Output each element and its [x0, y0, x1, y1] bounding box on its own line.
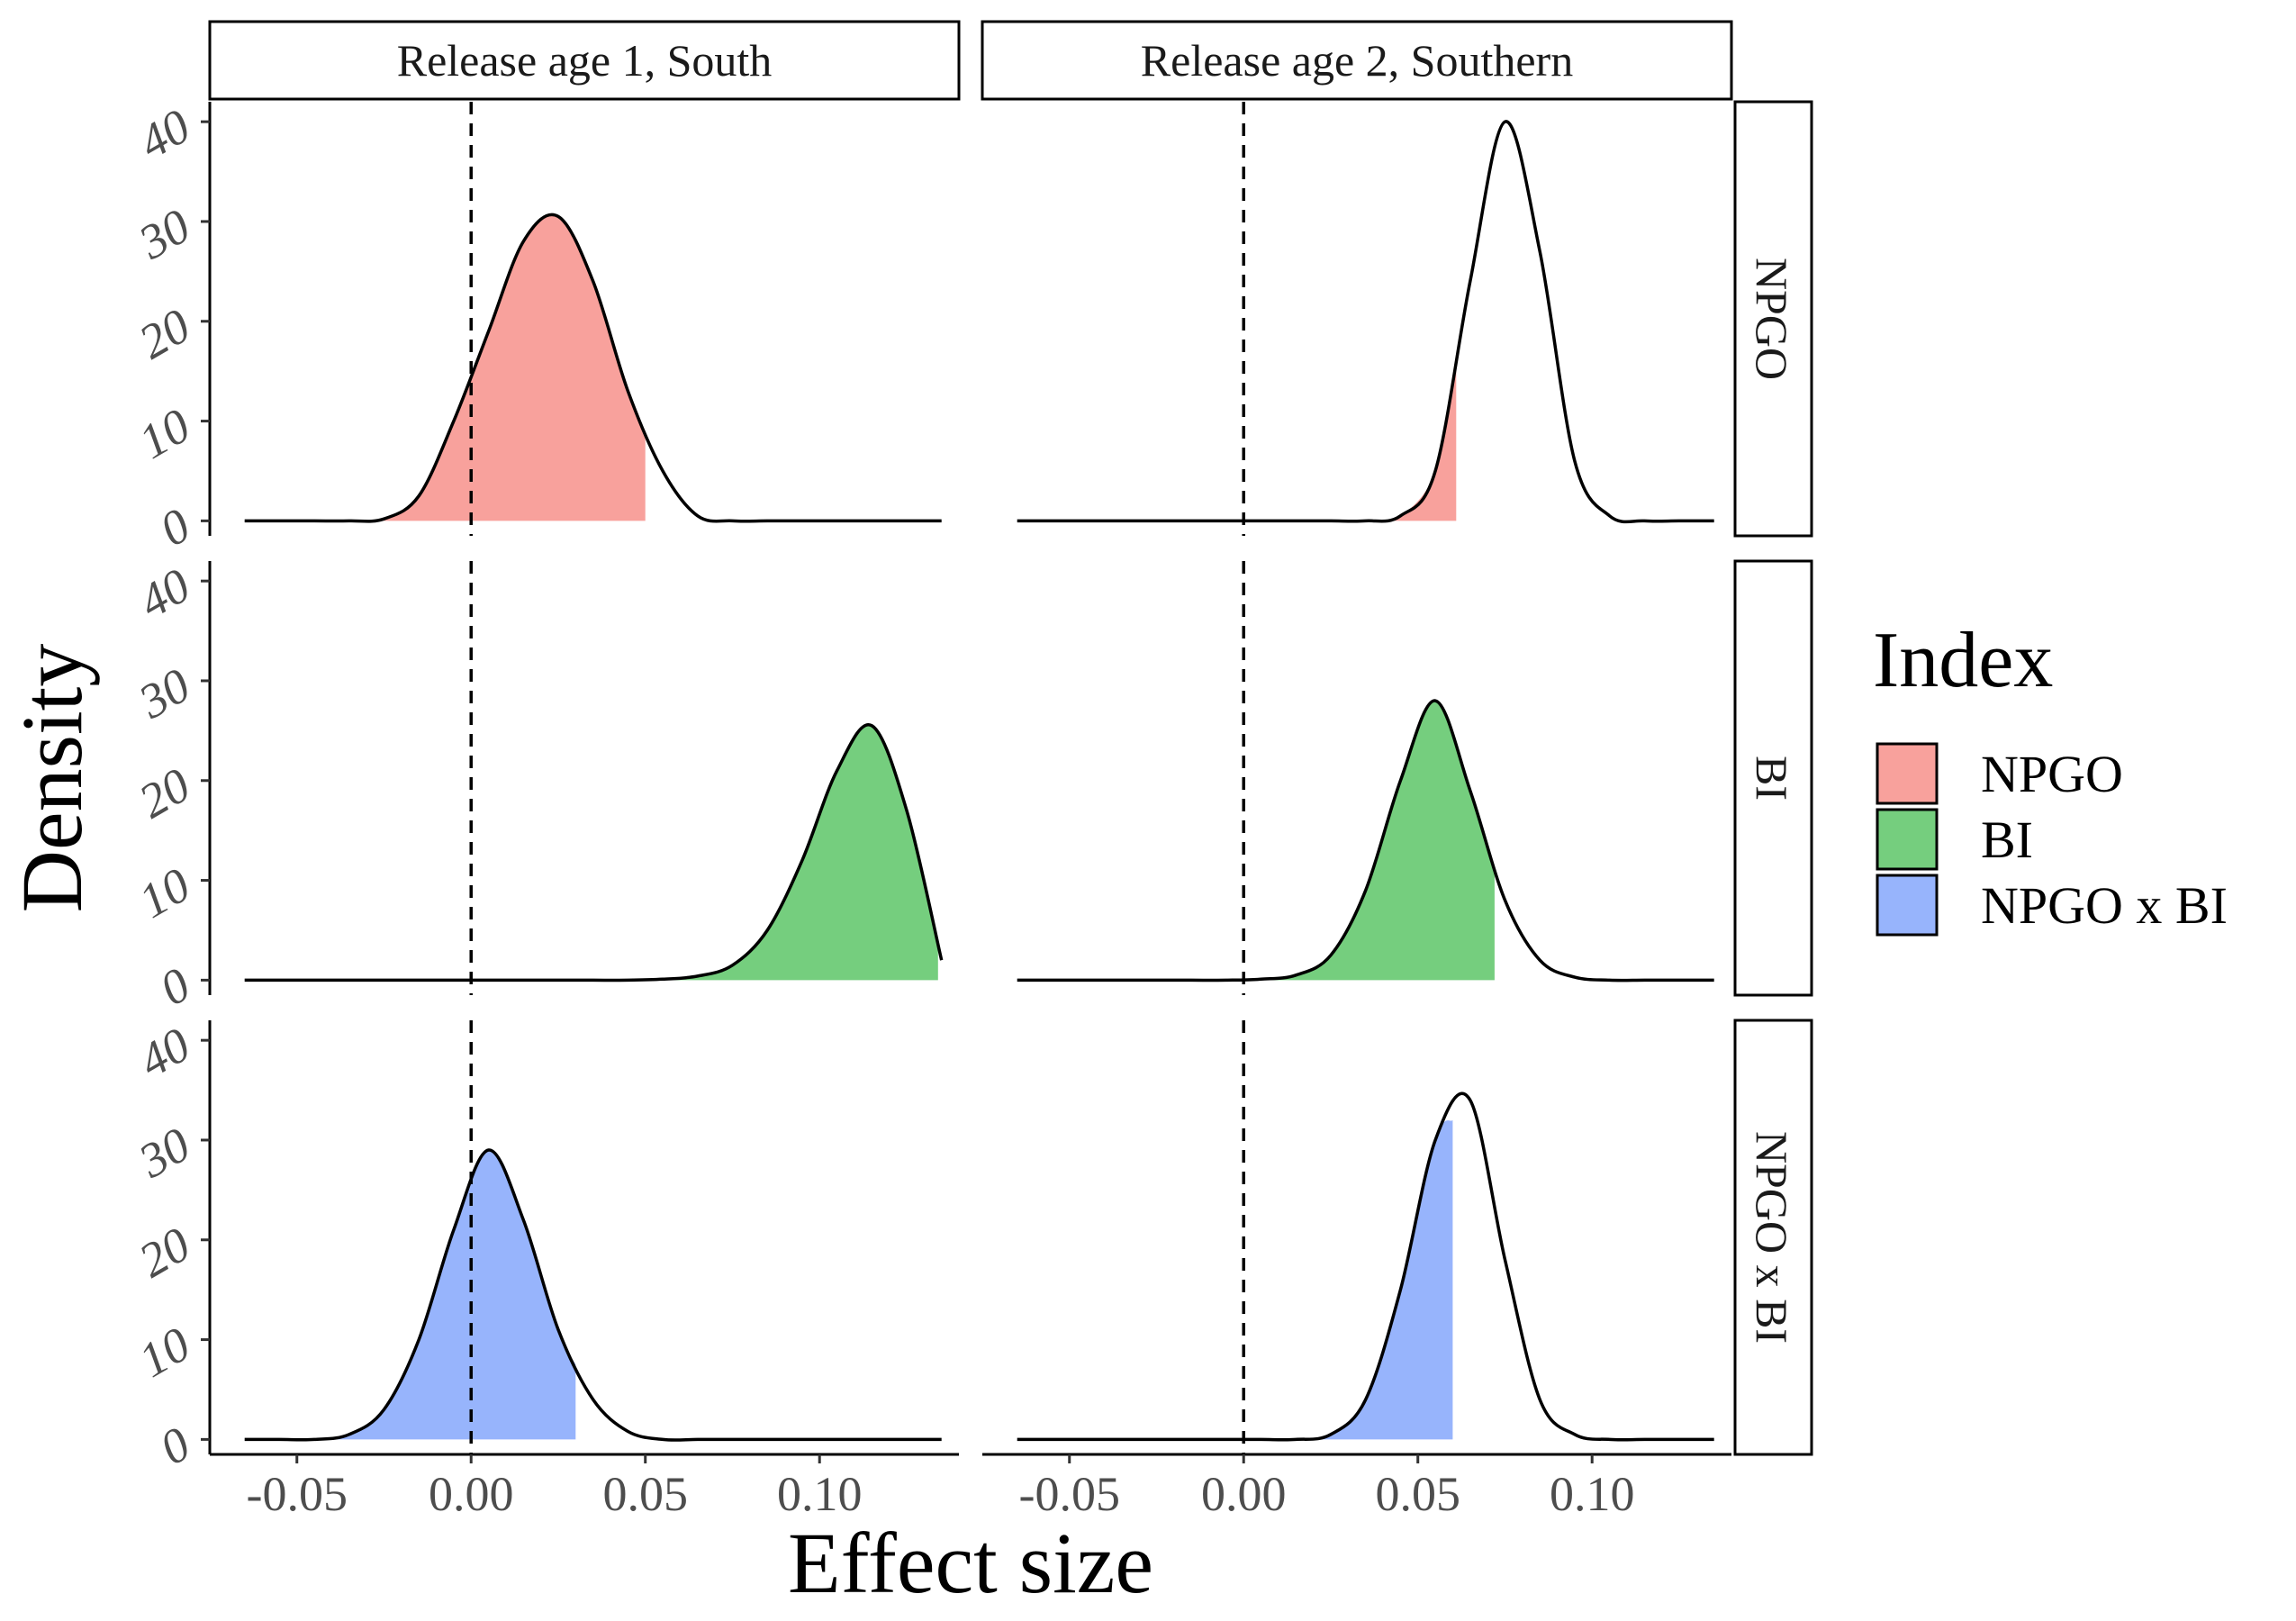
legend-label-bi: BI — [1981, 810, 2033, 869]
strip-row-2-label: BI — [1747, 756, 1797, 801]
row-strips: NPGO BI NPGO x BI — [1733, 100, 1813, 1456]
density-line — [1017, 1091, 1714, 1442]
density-line — [244, 723, 944, 983]
y-tick-label: 30 — [129, 198, 199, 269]
y-tick-label: 10 — [130, 1317, 199, 1388]
x-tick-label: -0.05 — [247, 1467, 348, 1521]
density-fill — [1201, 1119, 1453, 1440]
y-tick-label: 40 — [130, 1018, 199, 1089]
column-strips: Release age 1, South Release age 2, Sout… — [208, 20, 1733, 101]
strip-row-2 — [1733, 559, 1813, 997]
legend-swatch-npgo — [1876, 742, 1939, 805]
strip-col-2 — [981, 20, 1733, 101]
strip-col-2-label: Release age 2, Southern — [1141, 35, 1573, 86]
y-tick-label: 40 — [130, 99, 199, 170]
y-tick-label: 10 — [130, 398, 199, 469]
legend-title: Index — [1873, 617, 2053, 704]
density-fill — [380, 214, 646, 521]
y-tick-label: 20 — [130, 757, 199, 829]
strip-row-3 — [1733, 1019, 1813, 1456]
panels — [244, 102, 1714, 1454]
strip-col-1 — [208, 20, 961, 101]
density-fill — [268, 1149, 576, 1440]
x-axis-title: Effect size — [788, 1515, 1153, 1611]
panel-npgo-1 — [244, 102, 942, 536]
strip-row-3-label: NPGO x BI — [1747, 1131, 1797, 1344]
legend-label-npgo: NPGO — [1981, 745, 2123, 803]
strip-row-1 — [1733, 100, 1813, 538]
density-line — [244, 213, 942, 523]
panel-npgo-x-bi-2 — [1017, 1020, 1714, 1454]
x-tick-label: -0.05 — [1019, 1467, 1120, 1521]
y-axis-title: Density — [4, 644, 100, 913]
legend-swatch-npgo-x-bi — [1876, 874, 1939, 937]
y-tick-label: 0 — [151, 957, 199, 1016]
panel-bi-2 — [1017, 561, 1714, 995]
panel-npgo-x-bi-1 — [244, 1020, 942, 1454]
density-fill — [1240, 701, 1495, 981]
x-tick-label: 0.00 — [429, 1467, 514, 1521]
x-axes: -0.05 0.00 0.05 0.10 -0.05 0.00 0.05 0.10 — [210, 1453, 1731, 1521]
y-tick-label: 30 — [129, 657, 199, 729]
y-tick-label: 10 — [130, 857, 199, 928]
x-tick-label: 0.10 — [1550, 1467, 1635, 1521]
x-tick-label: 0.10 — [777, 1467, 863, 1521]
panel-bi-1 — [244, 561, 944, 995]
y-tick-label: 40 — [130, 558, 199, 629]
strip-row-1-label: NPGO — [1747, 258, 1797, 380]
y-tick-label: 20 — [130, 298, 199, 369]
density-line — [244, 1148, 942, 1442]
x-tick-label: 0.00 — [1201, 1467, 1287, 1521]
legend: Index NPGO BI NPGO x BI — [1873, 617, 2228, 937]
legend-label-npgo-x-bi: NPGO x BI — [1981, 876, 2228, 935]
y-tick-label: 0 — [151, 1417, 199, 1475]
panel-npgo-2 — [1017, 102, 1714, 536]
density-fill — [610, 724, 938, 981]
x-tick-label: 0.05 — [1375, 1467, 1460, 1521]
y-tick-label: 0 — [151, 498, 199, 557]
density-fill — [1278, 357, 1457, 521]
density-line — [1017, 120, 1714, 524]
legend-swatch-bi — [1876, 808, 1939, 871]
y-tick-label: 30 — [129, 1117, 199, 1188]
x-tick-label: 0.05 — [602, 1467, 688, 1521]
strip-col-1-label: Release age 1, South — [397, 35, 773, 86]
y-tick-label: 20 — [130, 1217, 199, 1288]
density-line — [1017, 699, 1714, 983]
